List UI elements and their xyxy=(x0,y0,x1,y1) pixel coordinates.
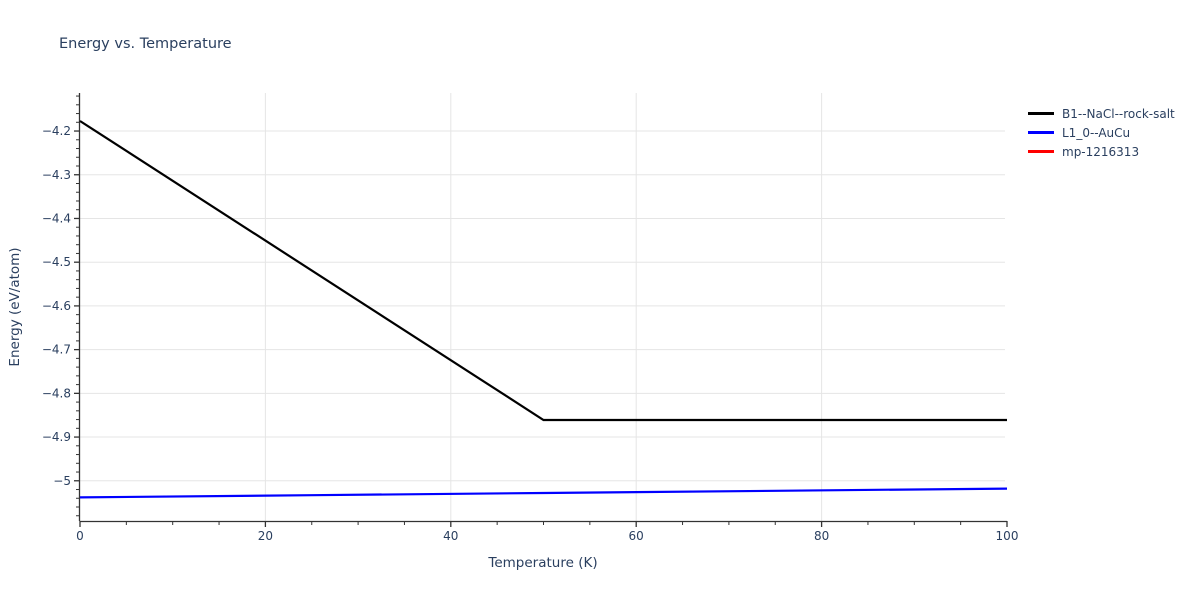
series-line-b1-nacl-rock-salt xyxy=(79,120,1007,422)
x-tick-label: 20 xyxy=(258,529,273,543)
legend-item-b1-nacl-rock-salt[interactable]: B1--NaCl--rock-salt xyxy=(1028,104,1175,123)
x-tick-label: 0 xyxy=(76,529,84,543)
legend-swatch-line xyxy=(1028,131,1054,134)
y-tick-label: −4.9 xyxy=(42,430,71,444)
y-axis-title: Energy (eV/atom) xyxy=(7,247,23,367)
x-axis-title: Temperature (K) xyxy=(488,555,598,571)
series-line-l1-0-aucu xyxy=(79,487,1008,499)
x-tick-label: 60 xyxy=(629,529,644,543)
y-tick-label: −4.5 xyxy=(42,255,71,269)
y-tick-label: −4.6 xyxy=(42,299,71,313)
y-tick-label: −4.2 xyxy=(42,124,71,138)
legend-label: mp-1216313 xyxy=(1062,144,1140,159)
y-tick-label: −4.7 xyxy=(42,343,71,357)
y-tick-label: −4.3 xyxy=(42,168,71,182)
legend-swatch-line xyxy=(1028,150,1054,153)
chart-title: Energy vs. Temperature xyxy=(59,36,232,52)
y-tick-label: −4.4 xyxy=(42,211,71,225)
legend-label: L1_0--AuCu xyxy=(1062,125,1131,140)
x-tick-label: 80 xyxy=(814,529,829,543)
legend-item-mp-1216313[interactable]: mp-1216313 xyxy=(1028,142,1175,161)
y-tick-label: −5 xyxy=(53,474,71,488)
legend-item-l1-0-aucu[interactable]: L1_0--AuCu xyxy=(1028,123,1175,142)
y-tick-label: −4.8 xyxy=(42,386,71,400)
x-tick-label: 100 xyxy=(996,529,1019,543)
x-tick-label: 40 xyxy=(443,529,458,543)
legend: B1--NaCl--rock-salt L1_0--AuCu mp-1216313 xyxy=(1028,104,1175,161)
legend-swatch-line xyxy=(1028,112,1054,115)
legend-label: B1--NaCl--rock-salt xyxy=(1062,106,1175,121)
